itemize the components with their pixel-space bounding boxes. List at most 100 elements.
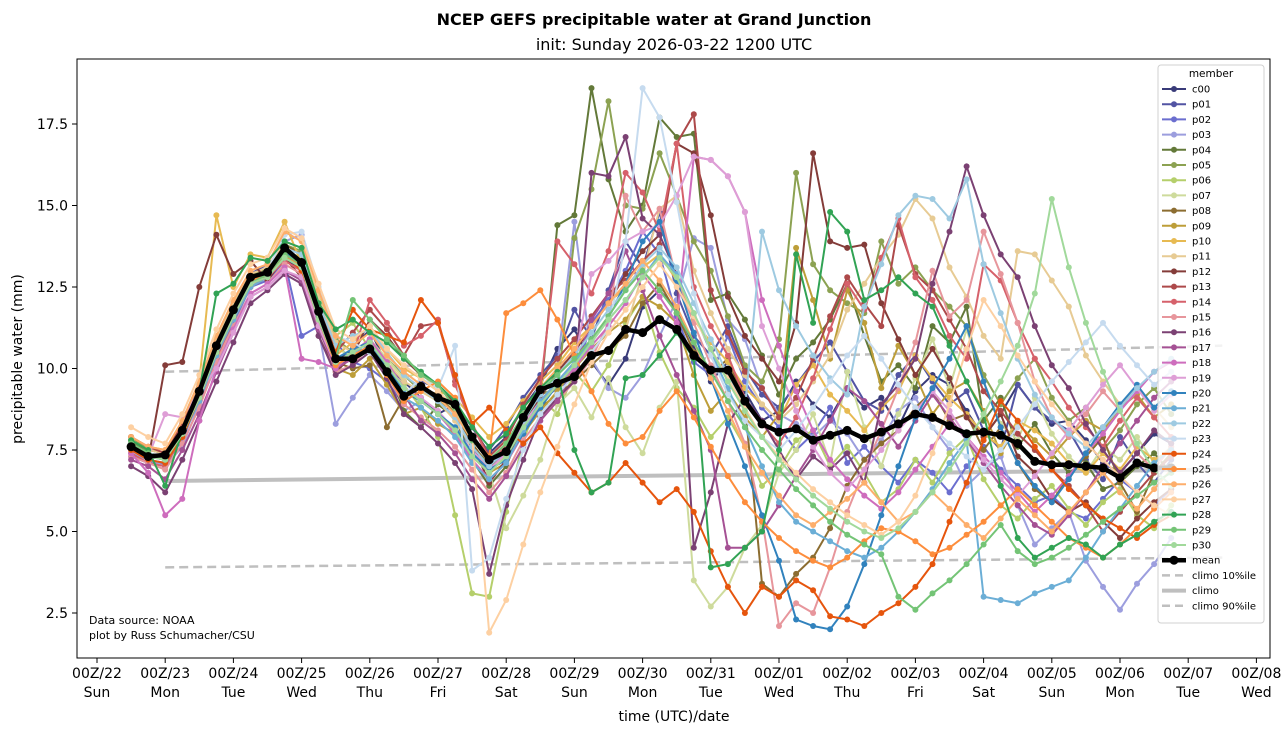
- point-p29-52: [1014, 548, 1021, 555]
- point-p16-40: [810, 453, 817, 460]
- point-p16-5: [213, 378, 220, 385]
- legend-label: p20: [1192, 389, 1211, 400]
- x-tick-label-2: 00Z/24: [208, 666, 258, 682]
- point-p25-33: [690, 414, 697, 421]
- legend-item-p22: p22: [1162, 419, 1211, 430]
- point-p05-35: [724, 313, 731, 320]
- point-p03-13: [349, 394, 356, 401]
- point-p20-60: [1151, 404, 1158, 411]
- point-p29-37: [759, 447, 765, 453]
- point-p24-55: [1065, 486, 1072, 493]
- point-p05-44: [878, 238, 885, 245]
- point-p27-5: [213, 326, 220, 333]
- point-p27-50: [980, 297, 987, 303]
- point-p05-42: [844, 300, 851, 307]
- point-p16-3: [179, 456, 186, 463]
- point-p28-10: [298, 244, 305, 251]
- point-p22-42: [844, 391, 851, 398]
- legend-marker: [1171, 374, 1177, 381]
- point-p30-53: [1031, 290, 1038, 297]
- point-p20-30: [639, 238, 646, 245]
- point-p26-44: [878, 499, 885, 506]
- point-p13-25: [554, 355, 561, 362]
- point-p12-42: [844, 244, 851, 251]
- point-p10-41: [827, 391, 834, 398]
- point-p07-42: [844, 368, 851, 375]
- mean-point-54: [1047, 460, 1057, 470]
- legend-item-p18: p18: [1162, 358, 1211, 369]
- x-tick-label-17: 00Z/08: [1231, 666, 1281, 682]
- point-p06-46: [912, 456, 919, 463]
- point-p15-46: [912, 339, 919, 346]
- point-p17-58: [1117, 440, 1123, 447]
- point-p02-43: [861, 443, 868, 450]
- point-p19-38: [776, 365, 782, 372]
- legend-item-p19: p19: [1162, 373, 1211, 384]
- point-p25-52: [1014, 486, 1021, 493]
- point-p30-59: [1134, 440, 1140, 447]
- point-p22-31: [656, 244, 663, 251]
- point-p05-41: [827, 287, 834, 294]
- legend-item-p10: p10: [1162, 237, 1211, 248]
- legend-marker: [1171, 222, 1177, 229]
- point-p14-34: [707, 323, 714, 330]
- point-p13-44: [878, 323, 885, 330]
- point-p16-18: [435, 440, 441, 447]
- series-line-p28: [130, 209, 1172, 569]
- point-p16-57: [1100, 447, 1106, 453]
- point-p20-55: [1065, 476, 1072, 483]
- point-p27-49: [963, 345, 970, 352]
- point-p18-3: [179, 495, 186, 502]
- point-p15-21: [486, 489, 493, 496]
- point-p24-41: [827, 613, 834, 620]
- point-p04-45: [895, 362, 902, 369]
- point-p07-22: [503, 525, 510, 532]
- legend-label: p27: [1192, 495, 1211, 506]
- point-p29-49: [963, 561, 970, 568]
- mean-point-34: [706, 365, 716, 375]
- point-p27-9: [281, 225, 288, 232]
- point-p25-25: [554, 316, 561, 323]
- point-p10-42: [844, 407, 851, 414]
- point-p25-54: [1048, 518, 1055, 525]
- point-p24-39: [793, 577, 800, 584]
- point-p21-42: [844, 548, 851, 555]
- point-p05-52: [1014, 375, 1021, 382]
- point-p15-51: [997, 271, 1004, 277]
- legend-title: member: [1189, 68, 1234, 80]
- point-p11-42: [844, 306, 851, 313]
- point-p17-59: [1134, 417, 1140, 424]
- point-p07-54: [1048, 430, 1055, 437]
- point-p26-36: [741, 443, 748, 450]
- point-p30-24: [537, 401, 544, 408]
- mean-point-0: [126, 442, 136, 452]
- point-p25-47: [929, 551, 936, 558]
- point-p15-19: [452, 443, 459, 450]
- legend-label: p15: [1192, 313, 1211, 324]
- point-p12-30: [639, 248, 646, 255]
- point-p06-57: [1100, 499, 1106, 506]
- legend-label: p09: [1192, 221, 1211, 232]
- series-line-p16: [130, 133, 1172, 575]
- point-p16-50: [980, 212, 987, 219]
- point-p24-16: [400, 339, 407, 346]
- mean-point-37: [757, 419, 767, 429]
- point-p28-20: [469, 424, 476, 431]
- point-p26-60: [1151, 486, 1158, 493]
- mean-line: [126, 243, 1176, 483]
- point-p19-54: [1048, 450, 1055, 457]
- point-p20-36: [741, 463, 748, 470]
- series-line-p27: [130, 226, 1172, 637]
- point-p23-29: [622, 238, 629, 245]
- point-p23-56: [1082, 339, 1089, 346]
- x-tick-day-5: Fri: [430, 685, 447, 701]
- point-p22-43: [861, 303, 868, 310]
- point-p19-7: [247, 293, 254, 300]
- point-p04-32: [673, 134, 680, 140]
- point-p17-31: [656, 332, 663, 339]
- point-p23-35: [724, 391, 731, 398]
- point-p12-29: [622, 271, 629, 277]
- point-p24-31: [656, 499, 663, 506]
- legend-marker: [1171, 481, 1177, 488]
- point-p30-57: [1100, 368, 1106, 375]
